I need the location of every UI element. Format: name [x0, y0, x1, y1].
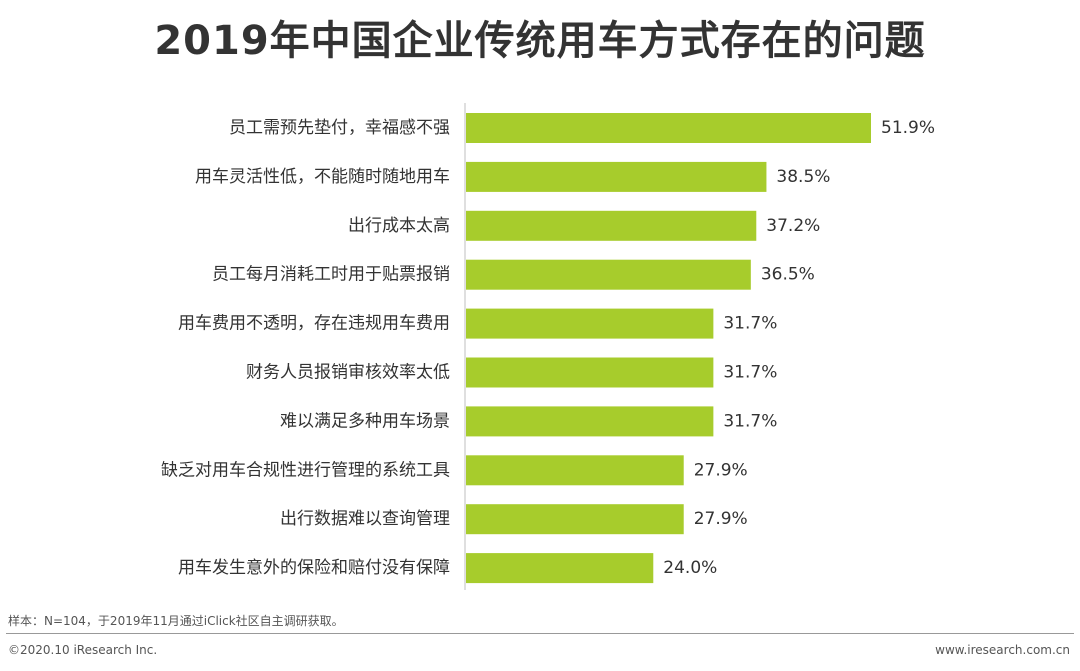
bar-7 [466, 406, 714, 437]
value-label: 27.9% [694, 509, 748, 529]
category-label: 财务人员报销审核效率太低 [246, 363, 450, 383]
value-label: 36.5% [761, 265, 815, 285]
category-label: 用车发生意外的保险和赔付没有保障 [178, 558, 450, 578]
copyright-text: ©2020.10 iResearch Inc. [8, 643, 158, 657]
category-label: 员工每月消耗工时用于贴票报销 [212, 265, 450, 285]
category-label: 难以满足多种用车场景 [280, 411, 450, 431]
value-label: 27.9% [694, 460, 748, 480]
bar-8 [466, 455, 684, 486]
category-labels-group: 员工需预先垫付，幸福感不强用车灵活性低，不能随时随地用车出行成本太高员工每月消耗… [161, 118, 450, 578]
category-label: 用车灵活性低，不能随时随地用车 [195, 167, 450, 187]
bar-10 [466, 553, 654, 584]
bar-4 [466, 259, 751, 290]
bar-chart: 员工需预先垫付，幸福感不强用车灵活性低，不能随时随地用车出行成本太高员工每月消耗… [161, 103, 935, 590]
bar-9 [466, 504, 684, 535]
bar-3 [466, 210, 757, 241]
category-label: 出行数据难以查询管理 [280, 509, 450, 529]
category-label: 缺乏对用车合规性进行管理的系统工具 [161, 460, 450, 480]
bars-group [466, 113, 871, 584]
value-labels-group: 51.9% 38.5% 37.2% 36.5% 31.7% 31.7% 31.7% 27.9%… [663, 118, 935, 578]
value-label: 37.2% [766, 216, 820, 236]
category-label: 出行成本太高 [348, 216, 450, 236]
chart-title: 2019年中国企业传统用车方式存在的问题 [154, 18, 926, 64]
value-label: 31.7% [723, 314, 777, 334]
value-label: 51.9% [881, 118, 935, 138]
bar-1 [466, 113, 871, 143]
category-label: 用车费用不透明，存在违规用车费用 [178, 314, 450, 334]
footer-divider [6, 633, 1074, 634]
value-label: 31.7% [723, 411, 777, 431]
bar-6 [466, 357, 714, 388]
value-label: 31.7% [723, 363, 777, 383]
bar-5 [466, 308, 714, 339]
value-label: 24.0% [663, 558, 717, 578]
bar-2 [466, 161, 767, 192]
value-label: 38.5% [776, 167, 830, 187]
category-label: 员工需预先垫付，幸福感不强 [229, 118, 450, 138]
sample-footnote: 样本：N=104，于2019年11月通过iClick社区自主调研获取。 [8, 614, 344, 628]
website-text: www.iresearch.com.cn [935, 643, 1070, 657]
